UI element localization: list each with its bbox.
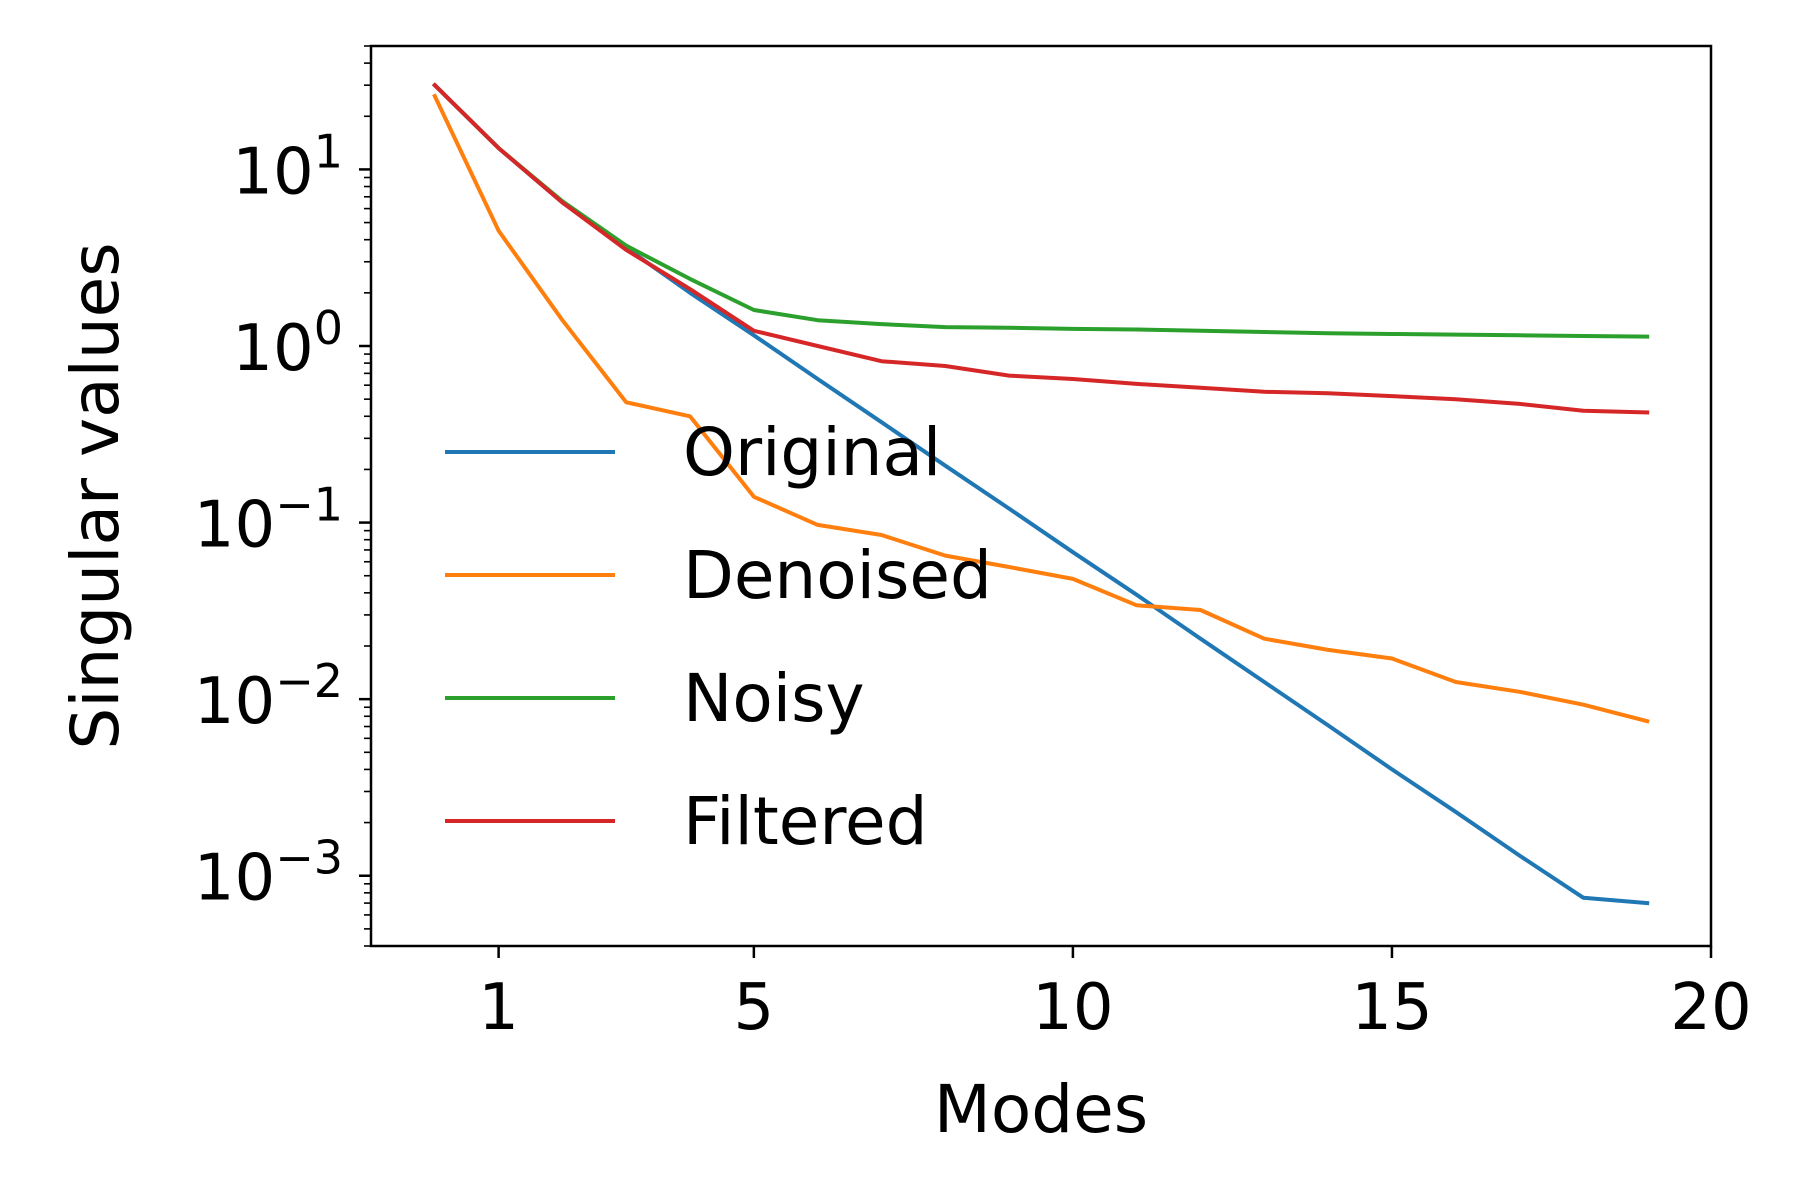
y-tick-label: 10−3 [194, 831, 343, 916]
legend-label: Filtered [683, 783, 928, 860]
x-axis-label: Modes [934, 1071, 1148, 1148]
x-tick-label: 20 [1670, 971, 1751, 1045]
legend-entry-filtered: Filtered [445, 783, 928, 860]
x-tick-label: 1 [478, 971, 519, 1045]
series-line-filtered [431, 82, 1650, 415]
y-tick-label: 10−2 [194, 654, 343, 739]
y-axis-label: Singular values [57, 242, 134, 749]
x-tick-label: 10 [1032, 971, 1113, 1045]
series-layer [431, 82, 1650, 906]
legend-label: Noisy [683, 660, 865, 737]
legend: Original Denoised Noisy Filtered [445, 414, 992, 860]
x-tick-label: 5 [733, 971, 774, 1045]
plot-area [371, 46, 1711, 946]
y-tick-label: 101 [232, 124, 343, 209]
plot-background [371, 46, 1711, 946]
y-tick-label: 10−1 [194, 478, 343, 563]
plot-frame [369, 44, 1713, 948]
legend-label: Original [683, 414, 941, 491]
legend-entry-denoised: Denoised [445, 537, 992, 614]
legend-label: Denoised [683, 537, 992, 614]
y-tick-label: 100 [232, 301, 343, 386]
series-line-denoised [432, 93, 1650, 724]
x-tick-label: 15 [1351, 971, 1432, 1045]
series-line-noisy [431, 82, 1650, 339]
legend-entry-original: Original [445, 414, 941, 491]
legend-entry-noisy: Noisy [445, 660, 865, 737]
